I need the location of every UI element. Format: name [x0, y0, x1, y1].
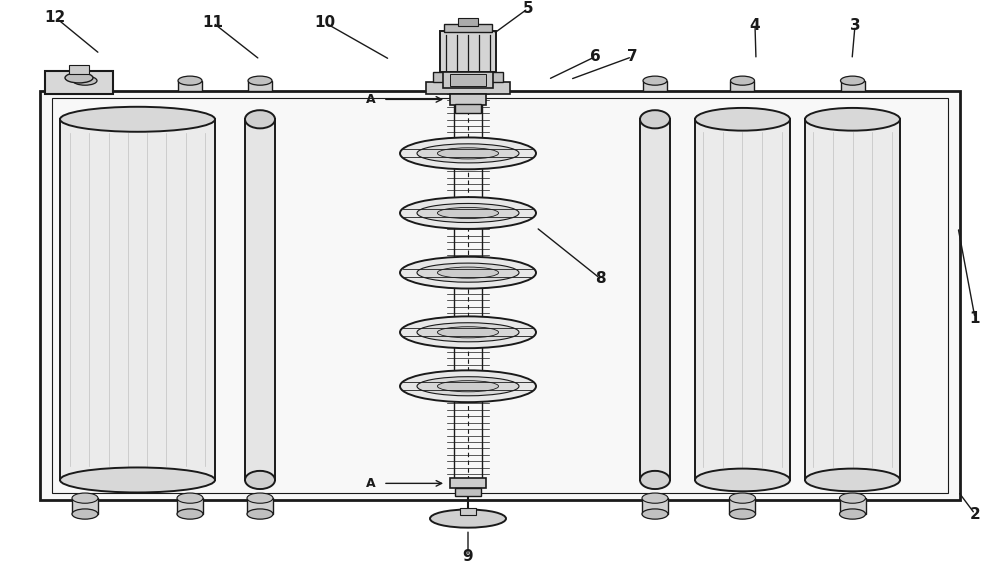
Bar: [730, 81, 754, 91]
Ellipse shape: [417, 144, 519, 163]
Ellipse shape: [840, 509, 866, 519]
Ellipse shape: [437, 381, 499, 392]
Ellipse shape: [437, 148, 499, 159]
Text: 6: 6: [590, 49, 600, 64]
Ellipse shape: [729, 493, 756, 503]
Bar: [450, 74, 486, 86]
Text: 11: 11: [202, 15, 224, 30]
Ellipse shape: [417, 377, 519, 396]
Text: 1: 1: [970, 311, 980, 325]
Ellipse shape: [65, 73, 93, 83]
Bar: [60, 119, 215, 480]
Ellipse shape: [417, 323, 519, 342]
Ellipse shape: [247, 493, 273, 503]
Bar: [72, 498, 98, 514]
Ellipse shape: [400, 316, 536, 348]
Ellipse shape: [730, 76, 754, 85]
Bar: [840, 498, 866, 514]
Bar: [640, 119, 670, 480]
Text: A: A: [366, 477, 376, 490]
Bar: [455, 488, 481, 496]
Bar: [247, 498, 273, 514]
Ellipse shape: [417, 203, 519, 223]
Text: 9: 9: [463, 549, 473, 564]
Text: 12: 12: [44, 10, 66, 24]
Text: 2: 2: [970, 507, 980, 521]
Ellipse shape: [72, 493, 98, 503]
Ellipse shape: [60, 467, 215, 492]
Bar: [73, 81, 97, 91]
Text: 8: 8: [595, 271, 605, 286]
Ellipse shape: [805, 108, 900, 131]
Bar: [444, 24, 492, 32]
Bar: [443, 72, 493, 88]
Text: 10: 10: [314, 15, 336, 30]
Ellipse shape: [417, 263, 519, 282]
Bar: [69, 65, 89, 74]
Ellipse shape: [840, 493, 866, 503]
Ellipse shape: [437, 207, 499, 219]
Ellipse shape: [400, 197, 536, 229]
Ellipse shape: [805, 469, 900, 491]
Bar: [729, 498, 756, 514]
Ellipse shape: [729, 509, 756, 519]
Bar: [45, 71, 113, 94]
Bar: [426, 82, 510, 94]
Ellipse shape: [640, 110, 670, 128]
Ellipse shape: [400, 257, 536, 289]
Ellipse shape: [640, 471, 670, 489]
Bar: [433, 72, 503, 82]
Ellipse shape: [178, 76, 202, 85]
Ellipse shape: [245, 471, 275, 489]
Ellipse shape: [437, 327, 499, 338]
Ellipse shape: [437, 267, 499, 278]
Ellipse shape: [177, 493, 203, 503]
Ellipse shape: [695, 469, 790, 491]
Bar: [248, 81, 272, 91]
Bar: [695, 119, 790, 480]
Bar: [458, 18, 478, 26]
Ellipse shape: [642, 493, 668, 503]
Bar: [52, 98, 948, 493]
Ellipse shape: [245, 110, 275, 128]
Ellipse shape: [177, 509, 203, 519]
Ellipse shape: [73, 76, 97, 85]
Bar: [40, 91, 960, 500]
Ellipse shape: [60, 107, 215, 132]
Bar: [440, 31, 496, 72]
Bar: [450, 478, 486, 488]
Bar: [245, 119, 275, 480]
Ellipse shape: [430, 509, 506, 528]
Ellipse shape: [642, 509, 668, 519]
Bar: [178, 81, 202, 91]
Ellipse shape: [248, 76, 272, 85]
Bar: [450, 94, 486, 105]
Ellipse shape: [840, 76, 864, 85]
Ellipse shape: [643, 76, 667, 85]
Bar: [642, 498, 668, 514]
Text: 3: 3: [850, 18, 860, 33]
Text: 4: 4: [750, 18, 760, 33]
Bar: [805, 119, 900, 480]
Ellipse shape: [400, 137, 536, 169]
Bar: [177, 498, 203, 514]
Bar: [455, 104, 481, 113]
Text: A: A: [366, 93, 376, 106]
Ellipse shape: [72, 509, 98, 519]
Ellipse shape: [400, 370, 536, 402]
Bar: [460, 508, 476, 515]
Ellipse shape: [695, 108, 790, 131]
Ellipse shape: [247, 509, 273, 519]
Bar: [643, 81, 667, 91]
Text: 7: 7: [627, 49, 637, 64]
Bar: [840, 81, 864, 91]
Text: 5: 5: [523, 1, 533, 16]
